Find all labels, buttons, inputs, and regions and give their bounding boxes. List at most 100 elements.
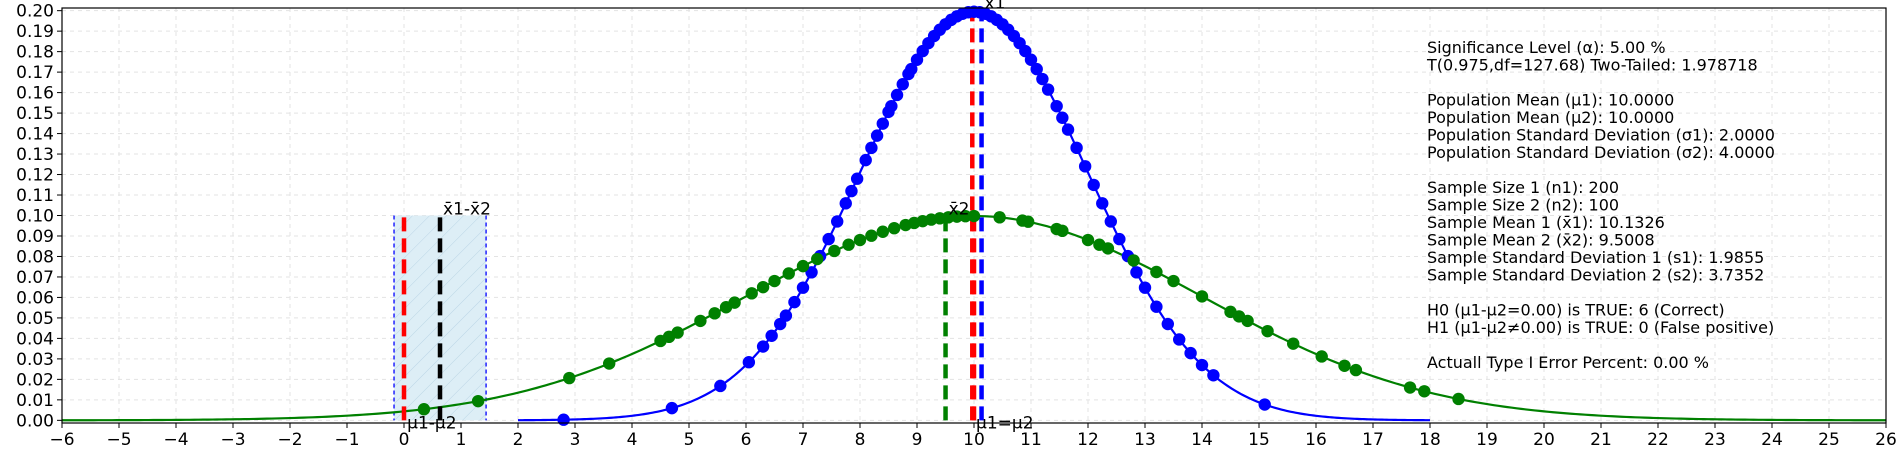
x-tick-label: −4 xyxy=(163,430,188,450)
sample-point-2 xyxy=(1403,381,1417,394)
sample-point-1 xyxy=(870,129,884,142)
sample-point-2 xyxy=(811,252,824,266)
y-tick-label: 0.08 xyxy=(16,247,54,267)
x-tick-label: 10 xyxy=(963,430,985,450)
sample-point-1 xyxy=(765,329,778,342)
sample-point-2 xyxy=(828,244,841,258)
sample-point-1 xyxy=(779,309,793,322)
sample-point-1 xyxy=(714,379,727,393)
sample-point-1 xyxy=(1030,62,1043,76)
info-line: T(0.975,df=127.68) Two-Tailed: 1.978718 xyxy=(1426,56,1758,75)
x-tick-label: 12 xyxy=(1077,430,1099,450)
y-tick-label: 0.17 xyxy=(16,63,54,83)
sample-point-1 xyxy=(1258,398,1271,411)
info-line: Sample Mean 2 (x̄2): 9.5008 xyxy=(1427,231,1655,250)
info-line: H1 (μ1-μ2≠0.00) is TRUE: 0 (False positi… xyxy=(1427,318,1774,337)
x-tick-label: −2 xyxy=(277,430,302,450)
sample-point-2 xyxy=(888,221,901,235)
x-tick-label: 9 xyxy=(912,430,923,450)
sample-point-2 xyxy=(1349,363,1363,377)
sample-point-2 xyxy=(782,267,795,280)
sample-point-2 xyxy=(708,307,721,320)
sample-point-2 xyxy=(796,259,810,273)
y-tick-label: 0.11 xyxy=(16,186,54,206)
sample-point-1 xyxy=(839,197,852,210)
sample-point-1 xyxy=(890,88,904,102)
reference-lines xyxy=(401,11,984,421)
y-tick-label: 0.15 xyxy=(16,104,54,124)
sample-point-1 xyxy=(742,356,756,369)
sample-point-2 xyxy=(967,209,981,223)
sample-point-1 xyxy=(1173,333,1186,346)
y-tick-label: 0.02 xyxy=(16,370,54,390)
y-tick-label: 0.16 xyxy=(16,84,54,104)
info-line: Population Standard Deviation (σ1): 2.00… xyxy=(1427,126,1775,145)
sample-point-1 xyxy=(1104,215,1118,228)
sample-point-2 xyxy=(563,371,576,385)
y-axis: 0.000.010.020.030.040.050.060.070.080.09… xyxy=(16,2,62,431)
x-tick-label: 22 xyxy=(1647,430,1669,450)
sample-points xyxy=(417,5,1465,426)
sample-point-2 xyxy=(842,238,855,251)
x-tick-label: 4 xyxy=(627,430,638,450)
label-xbar1-minus-xbar2: x̄1-x̄2 xyxy=(443,200,491,220)
sample-point-2 xyxy=(756,280,770,294)
sample-point-1 xyxy=(1024,53,1038,66)
x-tick-label: 16 xyxy=(1305,430,1327,450)
annotations: x̄1 x̄1-x̄2 x̄2 μ1-μ2 μ1=μ2 xyxy=(407,0,1033,433)
info-line: Sample Size 1 (n1): 200 xyxy=(1427,178,1619,197)
sample-point-1 xyxy=(665,401,679,415)
sample-point-1 xyxy=(1096,197,1109,210)
y-tick-label: 0.07 xyxy=(16,268,54,288)
sample-point-1 xyxy=(557,413,570,426)
x-tick-label: 1 xyxy=(456,430,467,450)
sample-point-1 xyxy=(850,172,864,185)
sample-point-2 xyxy=(768,274,781,288)
info-line: Population Mean (μ2): 10.0000 xyxy=(1427,108,1674,127)
sample-point-1 xyxy=(1087,178,1100,192)
y-tick-label: 0.13 xyxy=(16,145,54,165)
sample-point-1 xyxy=(796,281,810,294)
x-tick-label: 15 xyxy=(1248,430,1270,450)
sample-point-1 xyxy=(865,141,878,155)
info-line: Population Mean (μ1): 10.0000 xyxy=(1427,91,1674,110)
x-tick-label: 20 xyxy=(1533,430,1555,450)
sample-point-1 xyxy=(1150,300,1163,313)
y-tick-label: 0.01 xyxy=(16,391,54,411)
sample-point-1 xyxy=(831,215,844,228)
sample-point-1 xyxy=(805,266,818,279)
x-tick-label: 23 xyxy=(1704,430,1726,450)
y-tick-label: 0.04 xyxy=(16,329,54,349)
sample-point-2 xyxy=(1315,350,1328,363)
sample-point-1 xyxy=(905,62,918,76)
info-line: Significance Level (α): 5.00 % xyxy=(1427,38,1666,57)
sample-point-1 xyxy=(859,153,872,167)
x-tick-label: 8 xyxy=(855,430,866,450)
sample-point-1 xyxy=(1056,111,1069,124)
sample-point-2 xyxy=(671,326,684,339)
sample-point-1 xyxy=(1138,281,1152,294)
y-tick-label: 0.12 xyxy=(16,166,54,186)
sample-point-2 xyxy=(1261,324,1274,338)
info-panel: Significance Level (α): 5.00 %T(0.975,df… xyxy=(1426,38,1775,372)
info-line: Sample Mean 1 (x̄1): 10.1326 xyxy=(1427,213,1665,232)
x-tick-label: 18 xyxy=(1419,430,1441,450)
sample-point-2 xyxy=(745,287,758,300)
y-tick-label: 0.03 xyxy=(16,350,54,370)
sample-point-1 xyxy=(756,340,770,353)
sample-point-1 xyxy=(1070,141,1083,155)
x-tick-label: 21 xyxy=(1590,430,1612,450)
x-tick-label: 11 xyxy=(1020,430,1042,450)
sample-point-1 xyxy=(822,232,835,246)
sample-point-2 xyxy=(694,314,707,328)
sample-point-2 xyxy=(865,229,878,242)
label-mu1-equals-mu2: μ1=μ2 xyxy=(976,413,1034,433)
grid xyxy=(61,8,1887,423)
sample-point-2 xyxy=(853,233,867,247)
y-tick-label: 0.10 xyxy=(16,207,54,227)
sample-point-2 xyxy=(603,357,616,370)
sample-point-2 xyxy=(993,211,1006,224)
info-line: Population Standard Deviation (σ2): 4.00… xyxy=(1427,143,1775,162)
sample-point-1 xyxy=(845,184,858,198)
label-xbar1: x̄1 xyxy=(985,0,1006,14)
